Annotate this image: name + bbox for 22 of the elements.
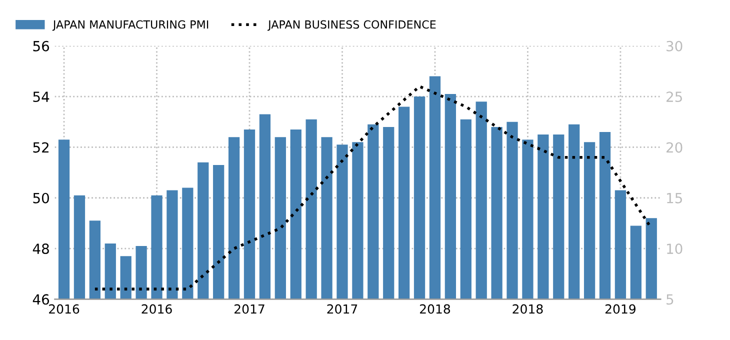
legend-label: JAPAN MANUFACTURING PMI — [52, 20, 208, 31]
y-tick-label: 48 — [32, 244, 49, 254]
x-tick-label: 2017 — [234, 304, 264, 314]
x-tick-label: 2019 — [605, 304, 636, 314]
y2-tick-label: 10 — [667, 244, 682, 254]
y2-tick-label: 25 — [666, 92, 682, 102]
x-tick-label: 2016 — [49, 304, 80, 314]
line-series — [94, 85, 653, 290]
y-tick-label: 52 — [33, 142, 48, 153]
x-tick-label: 2017 — [327, 304, 358, 314]
legend-label: JAPAN BUSINESS CONFIDENCE — [267, 20, 436, 31]
x-tick-label: 2018 — [512, 304, 543, 314]
y-tick-label: 54 — [33, 92, 50, 102]
y2-tick-label: 15 — [667, 193, 682, 204]
x-tick-label: 2016 — [142, 304, 172, 314]
y-tick-label: 46 — [32, 294, 50, 305]
y-tick-label: 50 — [33, 192, 49, 204]
y2-tick-label: 20 — [666, 142, 682, 153]
y-tick-label: 56 — [33, 40, 50, 52]
y2-tick-label: 30 — [666, 40, 682, 52]
y2-tick-label: 5 — [666, 294, 674, 305]
x-tick-label: 2018 — [420, 304, 450, 314]
